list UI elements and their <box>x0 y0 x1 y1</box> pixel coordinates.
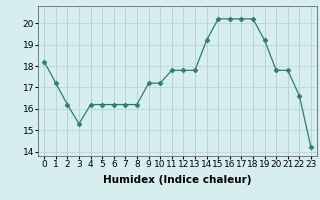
X-axis label: Humidex (Indice chaleur): Humidex (Indice chaleur) <box>103 175 252 185</box>
